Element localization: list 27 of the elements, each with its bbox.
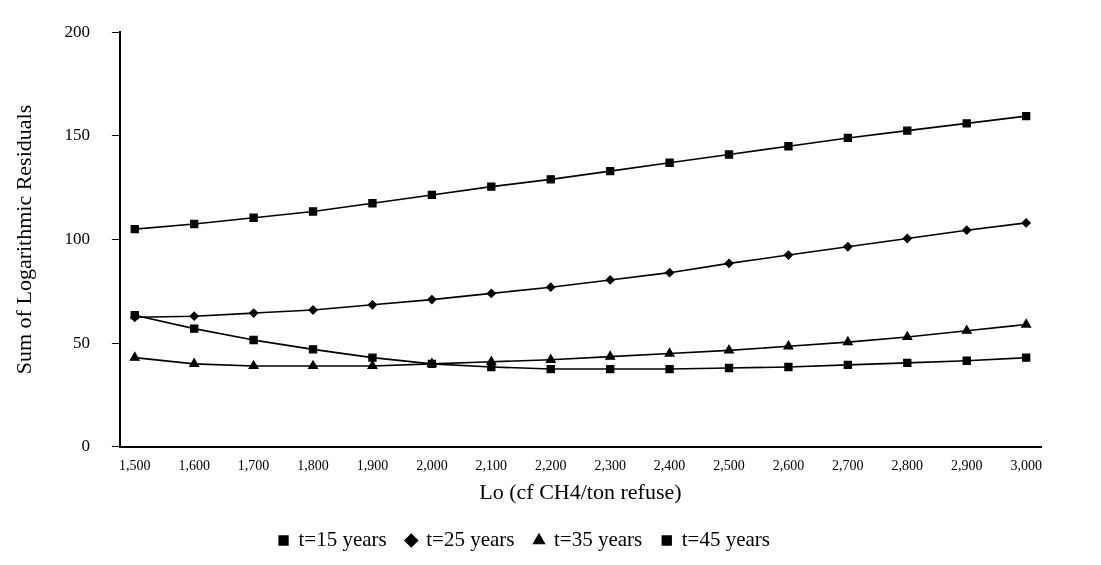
x-tick-label: 2,000 <box>416 457 448 473</box>
x-tick-label: 2,500 <box>713 457 745 473</box>
x-tick-label: 2,700 <box>832 457 864 473</box>
x-tick-label: 2,800 <box>891 457 924 473</box>
x-tick-label: 3,000 <box>1010 457 1042 473</box>
x-tick-label: 1,800 <box>297 457 329 473</box>
y-tick-label: 50 <box>72 332 90 352</box>
legend-label: t=15 years <box>298 527 387 552</box>
x-tick-label: 2,600 <box>772 457 805 473</box>
y-tick-label: 200 <box>64 21 90 41</box>
x-tick-label: 2,400 <box>653 457 686 473</box>
x-tick-label: 1,600 <box>178 457 210 473</box>
x-tick-label: 1,700 <box>237 457 270 473</box>
x-tick-label: 1,900 <box>356 457 389 473</box>
y-tick-label: 0 <box>81 436 90 456</box>
x-tick-label: 2,100 <box>475 457 508 473</box>
legend-label: t=35 years <box>554 527 643 552</box>
x-tick-label: 2,300 <box>594 457 626 473</box>
x-tick-label: 2,200 <box>534 457 567 473</box>
y-tick-label: 100 <box>64 228 90 248</box>
x-axis-title: Lo (cf CH4/ton refuse) <box>479 478 682 504</box>
legend-label: t=45 years <box>681 527 770 552</box>
y-tick-label: 150 <box>64 125 90 145</box>
y-axis-title: Sum of Logarithmic Residuals <box>10 104 36 375</box>
x-tick-label: 2,900 <box>950 457 983 473</box>
legend-label: t=25 years <box>426 527 515 552</box>
x-tick-label: 1,500 <box>119 457 151 473</box>
